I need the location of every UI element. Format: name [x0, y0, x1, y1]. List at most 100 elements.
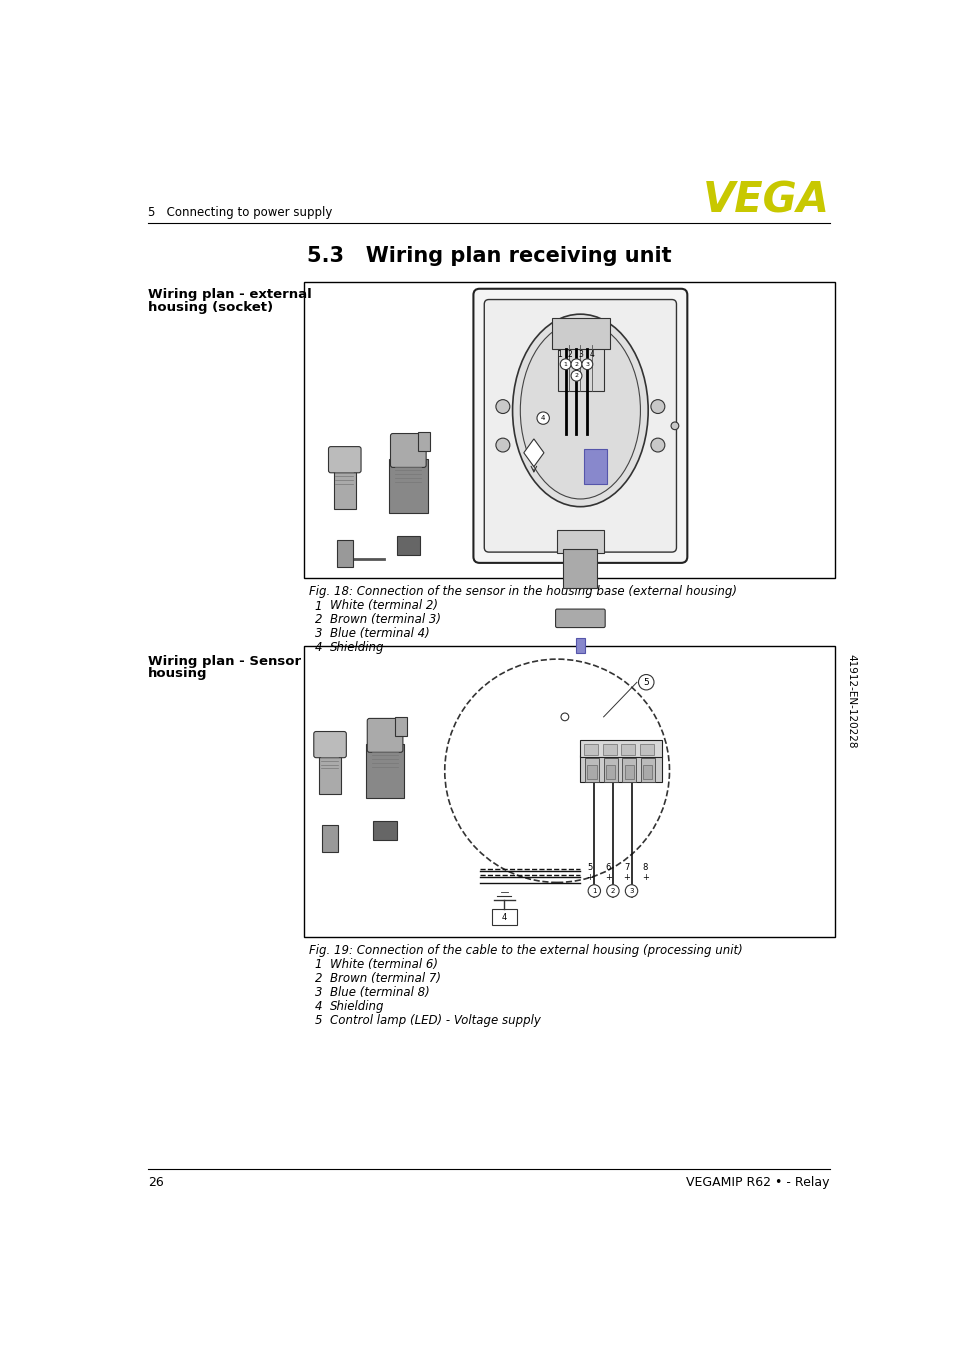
Bar — [389, 459, 427, 513]
Text: 1: 1 — [314, 600, 322, 612]
Bar — [558, 345, 603, 391]
Bar — [562, 548, 597, 588]
Text: 4: 4 — [589, 349, 594, 359]
Text: 3: 3 — [629, 888, 633, 894]
Text: 26: 26 — [148, 1177, 164, 1189]
Text: Blue (terminal 4): Blue (terminal 4) — [330, 627, 430, 640]
Text: 1: 1 — [557, 349, 561, 359]
Bar — [602, 743, 617, 756]
Text: 7: 7 — [623, 862, 629, 872]
Circle shape — [496, 439, 509, 452]
Text: 2: 2 — [574, 362, 578, 367]
Text: 4: 4 — [501, 913, 506, 922]
Bar — [373, 821, 396, 839]
Text: 4: 4 — [314, 999, 322, 1013]
Text: Brown (terminal 7): Brown (terminal 7) — [330, 972, 440, 986]
Text: +: + — [641, 872, 648, 881]
Bar — [603, 758, 617, 783]
FancyBboxPatch shape — [390, 433, 426, 467]
Circle shape — [587, 884, 599, 898]
Text: Shielding: Shielding — [330, 999, 384, 1013]
Bar — [396, 536, 419, 555]
Bar — [583, 743, 598, 756]
Polygon shape — [523, 439, 543, 467]
Text: Blue (terminal 8): Blue (terminal 8) — [330, 986, 430, 999]
Bar — [303, 646, 835, 937]
Bar — [621, 758, 636, 783]
Circle shape — [650, 439, 664, 452]
Ellipse shape — [512, 314, 647, 506]
Text: 41912-EN-120228: 41912-EN-120228 — [845, 654, 856, 749]
Circle shape — [496, 399, 509, 413]
Bar — [395, 716, 406, 737]
Text: 3: 3 — [585, 362, 589, 367]
Circle shape — [581, 359, 592, 370]
Bar — [319, 751, 340, 793]
Bar — [579, 741, 661, 757]
Bar — [334, 467, 355, 509]
Circle shape — [571, 359, 581, 370]
Text: 2: 2 — [314, 972, 322, 986]
Bar — [418, 432, 430, 451]
Bar — [336, 540, 353, 567]
Text: 2: 2 — [610, 888, 615, 894]
Circle shape — [537, 412, 549, 424]
Text: White (terminal 2): White (terminal 2) — [330, 600, 437, 612]
Bar — [551, 318, 609, 349]
Bar — [365, 743, 404, 798]
Text: Fig. 19: Connection of the cable to the external housing (processing unit): Fig. 19: Connection of the cable to the … — [309, 944, 742, 957]
Text: Fig. 18: Connection of the sensor in the housing base (external housing): Fig. 18: Connection of the sensor in the… — [309, 585, 737, 598]
Text: Brown (terminal 3): Brown (terminal 3) — [330, 613, 440, 627]
Bar — [639, 743, 654, 756]
Bar — [584, 758, 598, 783]
Circle shape — [670, 422, 679, 429]
Text: 8: 8 — [642, 862, 647, 872]
Text: +: + — [586, 872, 593, 881]
FancyBboxPatch shape — [484, 299, 676, 552]
Text: Shielding: Shielding — [330, 640, 384, 654]
Text: Wiring plan - Sensor: Wiring plan - Sensor — [148, 655, 301, 668]
Bar — [624, 765, 633, 780]
Text: housing (socket): housing (socket) — [148, 301, 273, 314]
Text: VEGA: VEGA — [702, 180, 829, 222]
Text: 3: 3 — [314, 986, 322, 999]
Text: 1: 1 — [563, 362, 567, 367]
Text: Wiring plan - external: Wiring plan - external — [148, 288, 312, 302]
Text: 1: 1 — [592, 888, 596, 894]
Circle shape — [560, 714, 568, 720]
Bar — [640, 758, 654, 783]
Text: 4: 4 — [314, 640, 322, 654]
Text: +: + — [622, 872, 630, 881]
Text: 6: 6 — [605, 862, 610, 872]
Text: 2: 2 — [574, 374, 578, 378]
Text: 2: 2 — [567, 349, 572, 359]
Bar — [620, 743, 635, 756]
FancyBboxPatch shape — [555, 609, 604, 627]
Text: Control lamp (LED) - Voltage supply: Control lamp (LED) - Voltage supply — [330, 1014, 540, 1026]
Bar — [322, 825, 337, 852]
Text: housing: housing — [148, 668, 207, 680]
Circle shape — [559, 359, 571, 370]
FancyBboxPatch shape — [367, 719, 402, 753]
Bar — [587, 765, 596, 780]
Text: VEGAMIP R62 • - Relay: VEGAMIP R62 • - Relay — [686, 1177, 829, 1189]
Ellipse shape — [519, 322, 639, 500]
Bar — [605, 765, 615, 780]
Text: 1: 1 — [314, 959, 322, 971]
Text: 2: 2 — [314, 613, 322, 627]
Bar — [575, 638, 584, 653]
FancyBboxPatch shape — [328, 447, 360, 473]
Bar — [492, 910, 517, 925]
Text: 5: 5 — [586, 862, 592, 872]
Circle shape — [650, 399, 664, 413]
Circle shape — [606, 884, 618, 898]
Bar — [303, 282, 835, 578]
Bar — [642, 765, 652, 780]
Bar — [557, 529, 603, 552]
Circle shape — [638, 674, 654, 691]
Text: 4: 4 — [540, 416, 545, 421]
Text: 3: 3 — [314, 627, 322, 640]
Bar — [583, 450, 607, 483]
Circle shape — [571, 371, 581, 382]
Text: White (terminal 6): White (terminal 6) — [330, 959, 437, 971]
